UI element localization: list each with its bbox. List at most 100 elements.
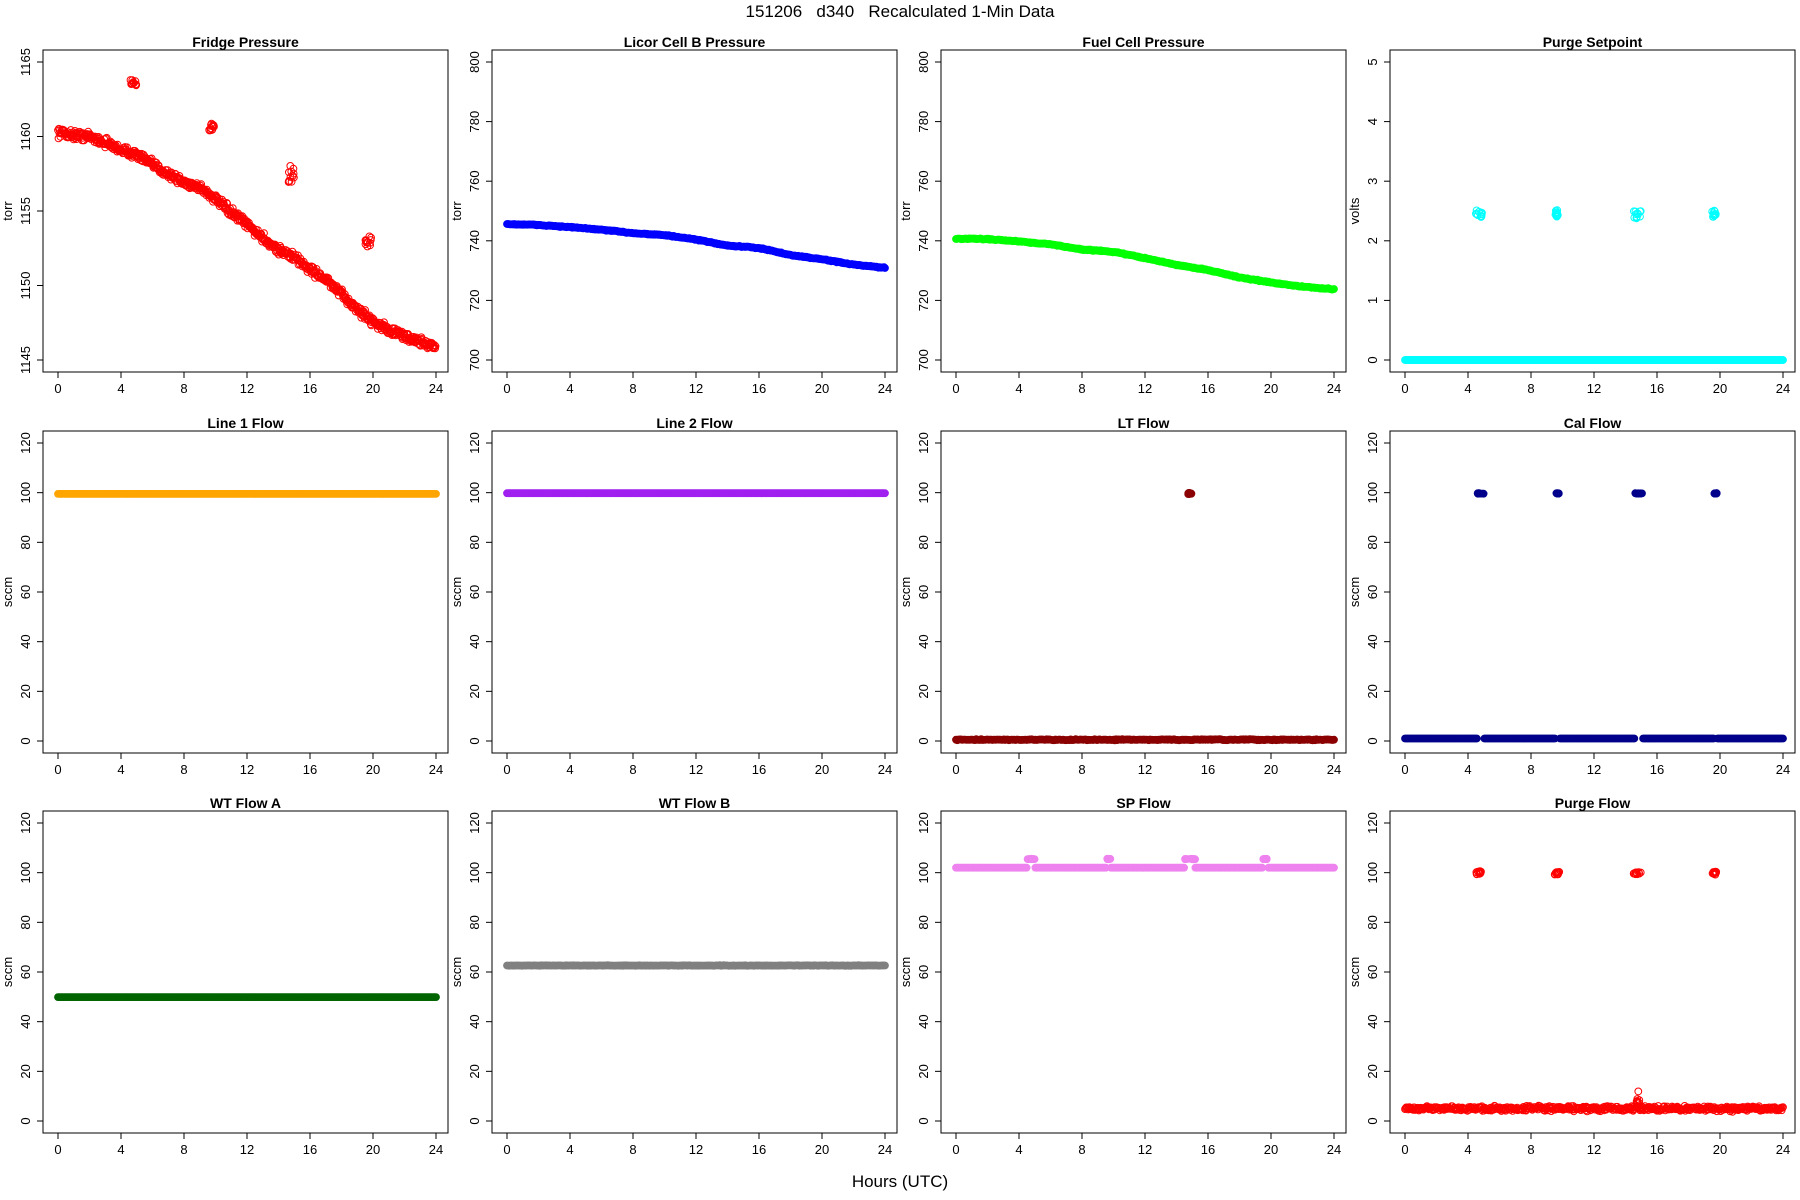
x-tick-label: 24 <box>1327 1142 1341 1157</box>
y-tick-label: 780 <box>467 111 482 133</box>
data-point <box>208 125 217 134</box>
x-tick-label: 8 <box>629 762 636 777</box>
y-tick-label: 80 <box>467 535 482 549</box>
x-tick-label: 12 <box>240 762 254 777</box>
plot-frame <box>491 430 898 754</box>
y-tick-label: 0 <box>18 737 33 744</box>
panel-title: Line 2 Flow <box>656 415 732 431</box>
data-points <box>952 489 1338 745</box>
x-tick-label: 12 <box>1587 762 1601 777</box>
y-tick-label: 120 <box>916 432 931 454</box>
data-point <box>132 81 141 90</box>
x-tick-label: 16 <box>752 381 766 396</box>
y-tick-label: 0 <box>467 1117 482 1124</box>
data-point <box>361 237 370 245</box>
y-tick-label: 20 <box>916 1064 931 1078</box>
data-point <box>1260 855 1268 863</box>
x-tick-label: 0 <box>503 381 510 396</box>
panel-title: Fridge Pressure <box>192 34 299 50</box>
data-point <box>260 229 268 238</box>
x-tick-label: 12 <box>689 381 703 396</box>
data-point <box>287 167 296 176</box>
x-tick-label: 0 <box>54 1142 61 1157</box>
x-tick-label: 20 <box>815 381 829 396</box>
data-point <box>881 489 889 498</box>
data-point <box>1330 285 1338 293</box>
x-tick-label: 8 <box>1527 381 1534 396</box>
data-points <box>1401 867 1787 1116</box>
y-tick-label: 100 <box>18 482 33 504</box>
data-point <box>1472 734 1481 743</box>
y-tick-label: 0 <box>1365 737 1380 744</box>
x-tick-label: 24 <box>878 381 892 396</box>
x-tick-label: 20 <box>366 381 380 396</box>
y-axis-label: sccm <box>1347 957 1362 987</box>
x-tick-label: 8 <box>1078 1142 1085 1157</box>
x-axis: 0 4 8 12 16 20 24 <box>952 371 1341 396</box>
y-tick-label: 120 <box>18 432 33 454</box>
y-tick-label: 100 <box>916 482 931 504</box>
x-tick-label: 0 <box>1401 381 1408 396</box>
x-axis: 0 4 8 12 16 20 24 <box>54 1132 443 1157</box>
x-axis: 0 4 8 12 16 20 24 <box>54 752 443 777</box>
y-tick-label: 40 <box>467 1014 482 1028</box>
x-tick-label: 20 <box>815 762 829 777</box>
data-points <box>503 961 889 970</box>
y-tick-label: 20 <box>18 684 33 698</box>
plot-frame <box>940 810 1347 1134</box>
y-tick-label: 60 <box>18 965 33 979</box>
data-point <box>128 79 137 88</box>
y-tick-label: 40 <box>1365 1014 1380 1028</box>
data-point <box>127 80 136 88</box>
x-tick-label: 24 <box>878 762 892 777</box>
y-tick-label: 800 <box>916 51 931 73</box>
y-tick-label: 700 <box>467 349 482 371</box>
data-point <box>1190 855 1198 863</box>
data-points <box>1401 489 1787 743</box>
y-tick-label: 3 <box>1365 178 1380 185</box>
x-tick-label: 8 <box>180 762 187 777</box>
data-point <box>1638 489 1646 498</box>
panel-title: Line 1 Flow <box>207 415 283 431</box>
x-tick-label: 20 <box>1264 381 1278 396</box>
data-point <box>1022 863 1031 872</box>
x-tick-label: 16 <box>303 1142 317 1157</box>
x-tick-label: 20 <box>1713 1142 1727 1157</box>
y-tick-label: 760 <box>916 170 931 192</box>
data-points <box>503 489 889 498</box>
y-tick-label: 100 <box>467 482 482 504</box>
data-point <box>1186 489 1194 498</box>
y-tick-label: 40 <box>1365 634 1380 648</box>
y-axis-label: sccm <box>449 577 464 607</box>
x-tick-label: 0 <box>503 1142 510 1157</box>
data-points <box>952 854 1338 872</box>
x-tick-label: 8 <box>1078 762 1085 777</box>
plot-frame <box>1389 49 1796 373</box>
data-point <box>361 240 370 249</box>
plot-frame <box>1389 810 1796 1134</box>
data-point <box>1106 855 1115 863</box>
y-tick-label: 60 <box>18 585 33 599</box>
x-tick-label: 0 <box>952 762 959 777</box>
data-point <box>431 342 440 351</box>
y-tick-label: 80 <box>1365 535 1380 549</box>
x-tick-label: 8 <box>1527 762 1534 777</box>
y-tick-label: 0 <box>916 737 931 744</box>
x-tick-label: 4 <box>566 1142 573 1157</box>
y-tick-label: 20 <box>18 1064 33 1078</box>
panel-title: SP Flow <box>1116 795 1170 811</box>
x-tick-label: 16 <box>752 762 766 777</box>
x-tick-label: 16 <box>1650 762 1664 777</box>
panel-title: Fuel Cell Pressure <box>1082 34 1204 50</box>
data-point <box>226 204 234 213</box>
x-axis: 0 4 8 12 16 20 24 <box>503 371 892 396</box>
